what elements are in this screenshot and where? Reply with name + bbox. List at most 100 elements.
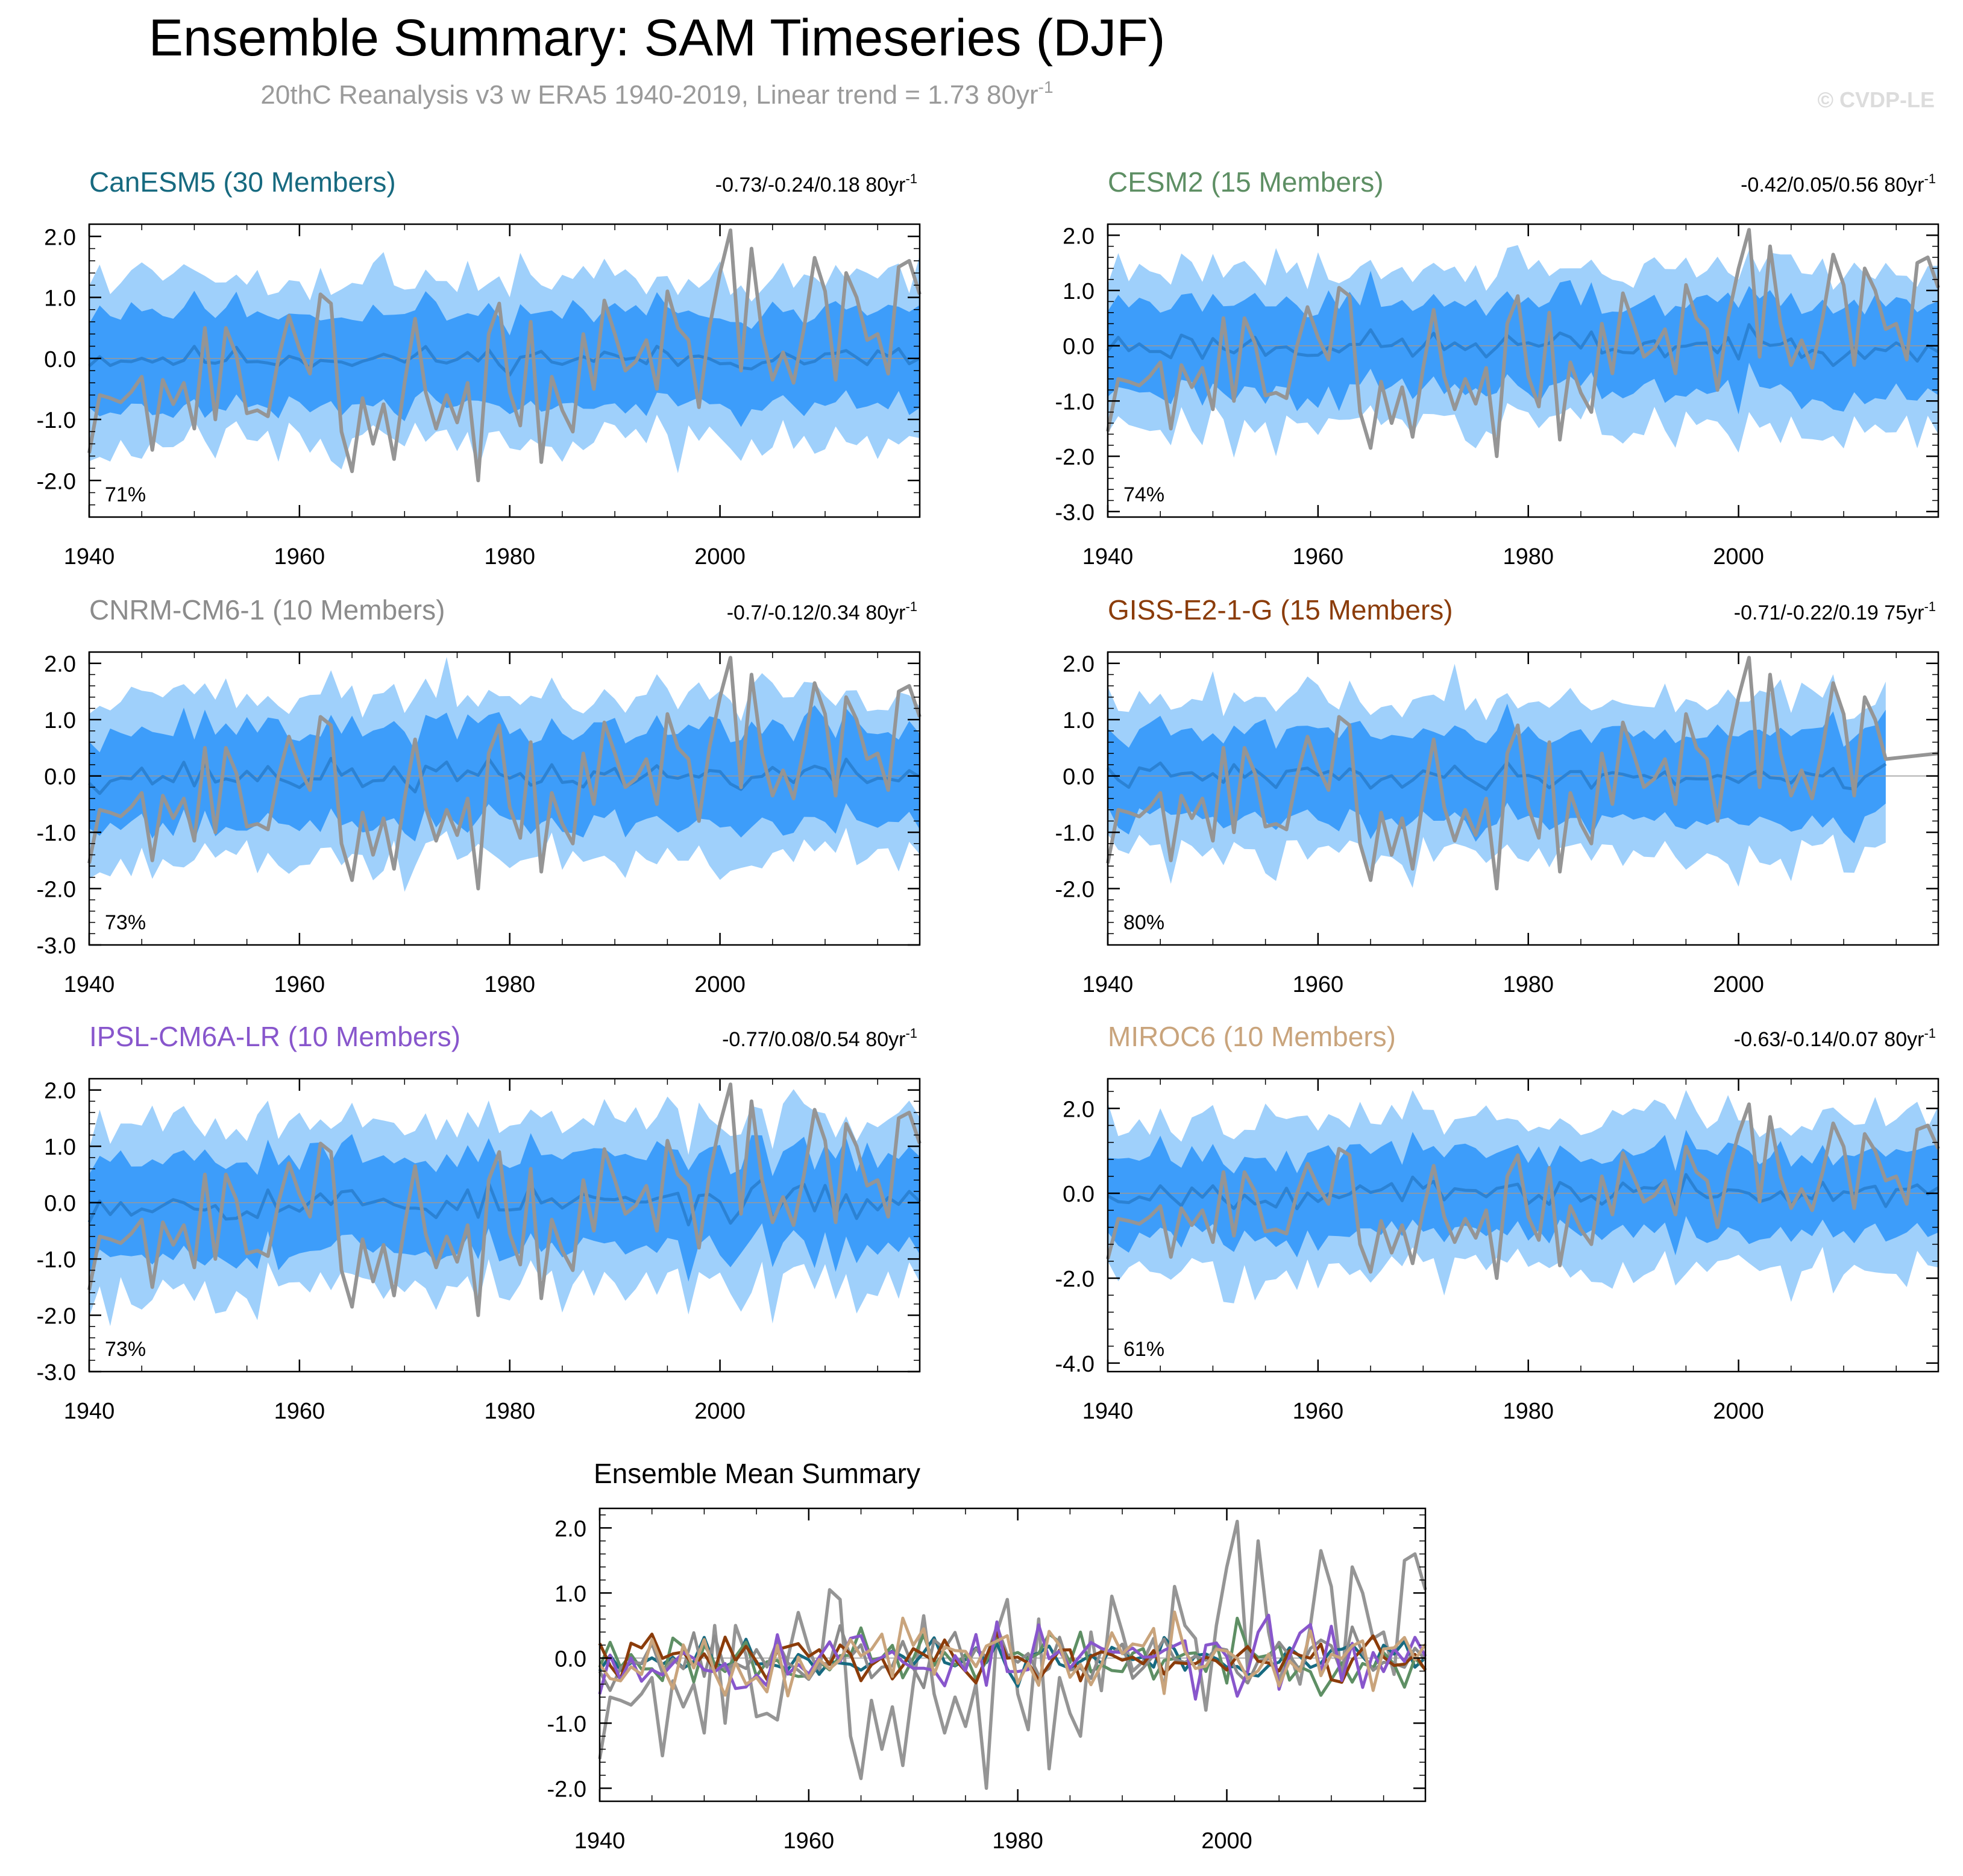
ensemble-mean-summary-ytick-label: 1.0 [554,1581,586,1607]
ipsl-panel-ytick-label: 0.0 [44,1191,76,1217]
cnrm-panel-ytick-label: 1.0 [44,708,76,733]
cesm2-panel-frame [1107,223,1939,518]
ipsl-panel-observed-line [87,1082,922,1317]
cesm2-panel-xtick-label: 1960 [1293,544,1344,569]
canesm5-panel-xtick-label: 1980 [484,544,535,569]
cesm2-panel-ytick-label: -1.0 [1055,389,1095,415]
ipsl-panel-trend-label: -0.77/0.08/0.54 80yr-1 [722,1026,917,1051]
canesm5-panel-xtick-label: 2000 [694,544,746,569]
giss-panel-percent-label: 80% [1123,911,1164,934]
canesm5-panel-ytick-label: -1.0 [37,408,76,433]
ipsl-panel-xtick-label: 1960 [274,1399,325,1424]
ipsl-panel-xtick-label: 1940 [64,1399,115,1424]
figure-title: Ensemble Summary: SAM Timeseries (DJF) [149,9,1166,67]
canesm5-panel-ytick-label: 2.0 [44,225,76,250]
giss-panel-ytick-label: 2.0 [1063,652,1095,677]
giss-panel-observed-line [1106,656,1939,891]
miroc6-panel-ytick-label: -2.0 [1055,1267,1095,1292]
cnrm-panel-ytick-label: 0.0 [44,765,76,790]
cnrm-panel-xtick-label: 1940 [64,972,115,997]
miroc6-panel-xtick-label: 2000 [1713,1399,1764,1424]
canesm5-panel-observed-line [87,228,922,483]
ipsl-panel-ytick-label: 2.0 [44,1079,76,1104]
ensemble-mean-summary-xtick-label: 1980 [992,1828,1043,1854]
ensemble-mean-summary-xtick-label: 1960 [784,1828,835,1854]
watermark-text: © CVDP-LE [1817,87,1935,112]
miroc6-panel-ytick-label: -4.0 [1055,1352,1095,1377]
panels-group: 2.0 1.0 0.0 -1.0 -2.0 1940 1960 1980 2000 CanESM5… [37,166,1940,1854]
ipsl-panel-ytick-label: -1.0 [37,1247,76,1273]
ipsl-panel: 2.0 1.0 0.0 -1.0 -2.0 -3.0 1940 1960 1980 2000 IPS… [37,1021,922,1424]
cesm2-panel-observed-line [1106,228,1940,459]
miroc6-panel-observed-line [1106,1102,1940,1280]
cnrm-panel-ytick-label: -1.0 [37,821,76,846]
giss-panel-xtick-label: 1940 [1082,972,1134,997]
ipsl-panel-ytick-label: -2.0 [37,1304,76,1329]
cnrm-panel: 2.0 1.0 0.0 -1.0 -2.0 -3.0 1940 1960 1980 2000 CNR… [37,594,922,997]
miroc6-panel-xtick-label: 1940 [1082,1399,1134,1424]
figure-subtitle: 20thC Reanalysis v3 w ERA5 1940-2019, Li… [260,78,1053,110]
miroc6-panel: 2.0 0.0 -2.0 -4.0 1940 1960 1980 2000 MIROC6 (10… [1055,1021,1940,1424]
ensemble-mean-series-line [598,1610,1427,1698]
miroc6-panel-percent-label: 61% [1123,1338,1164,1361]
cesm2-panel-trend-label: -0.42/0.05/0.56 80yr-1 [1741,171,1936,196]
cesm2-panel-ytick-label: -2.0 [1055,445,1095,470]
giss-panel-ytick-label: 1.0 [1063,708,1095,733]
cesm2-panel-ytick-label: -3.0 [1055,500,1095,525]
ensemble-mean-summary-xtick-label: 1940 [574,1828,626,1854]
cesm2-panel-xtick-label: 1940 [1082,544,1134,569]
cesm2-panel-ytick-label: 1.0 [1063,279,1095,304]
cnrm-panel-observed-line [87,656,922,891]
ensemble-mean-summary-ytick-label: -2.0 [547,1777,586,1802]
giss-panel-ytick-label: -1.0 [1055,821,1095,846]
canesm5-panel-ytick-label: -2.0 [37,469,76,494]
ensemble-mean-summary-title: Ensemble Mean Summary [594,1458,920,1489]
canesm5-panel-ytick-label: 1.0 [44,286,76,312]
cnrm-panel-xtick-label: 1960 [274,972,325,997]
miroc6-panel-frame [1107,1078,1939,1373]
cnrm-panel-xtick-label: 2000 [694,972,746,997]
cnrm-panel-xtick-label: 1980 [484,972,535,997]
miroc6-panel-xtick-label: 1960 [1293,1399,1344,1424]
ensemble-mean-summary-frame [598,1507,1427,1802]
ipsl-panel-ytick-label: -3.0 [37,1360,76,1385]
ensemble-mean-summary-panel: 2.0 1.0 0.0 -1.0 -2.0 1940 1960 1980 2000 Ensembl… [547,1458,1427,1854]
cesm2-panel-xtick-label: 1980 [1503,544,1554,569]
ensemble-mean-summary-xtick-label: 2000 [1201,1828,1252,1854]
giss-panel-trend-label: -0.71/-0.22/0.19 75yr-1 [1734,599,1936,624]
ipsl-panel-ytick-label: 1.0 [44,1135,76,1160]
ipsl-panel-percent-label: 73% [105,1338,146,1361]
cesm2-panel: 2.0 1.0 0.0 -1.0 -2.0 -3.0 1940 1960 1980 2000 CES… [1055,166,1940,569]
giss-panel-model-title: GISS-E2-1-G (15 Members) [1108,594,1453,626]
cesm2-panel-ytick-label: 2.0 [1063,224,1095,249]
cnrm-panel-ytick-label: -2.0 [37,877,76,903]
cesm2-panel-model-title: CESM2 (15 Members) [1108,166,1384,198]
miroc6-panel-xtick-label: 1980 [1503,1399,1554,1424]
canesm5-panel: 2.0 1.0 0.0 -1.0 -2.0 1940 1960 1980 2000 CanESM5… [37,166,922,569]
canesm5-panel-trend-label: -0.73/-0.24/0.18 80yr-1 [715,171,917,196]
ipsl-panel-xtick-label: 2000 [694,1399,746,1424]
giss-panel-xtick-label: 1960 [1293,972,1344,997]
giss-panel: 2.0 1.0 0.0 -1.0 -2.0 1940 1960 1980 2000 GISS-E2… [1055,594,1939,997]
canesm5-panel-percent-label: 71% [105,483,146,506]
ipsl-panel-xtick-label: 1980 [484,1399,535,1424]
giss-panel-ytick-label: -2.0 [1055,877,1095,903]
miroc6-panel-ytick-label: 0.0 [1063,1182,1095,1207]
cesm2-panel-xtick-label: 2000 [1713,544,1764,569]
cnrm-panel-model-title: CNRM-CM6-1 (10 Members) [89,594,445,626]
ensemble-mean-summary-ytick-label: 2.0 [554,1516,586,1542]
canesm5-panel-ytick-label: 0.0 [44,347,76,372]
ensemble-mean-summary-ytick-label: -1.0 [547,1711,586,1737]
giss-panel-ensemble-mean-line [1107,761,1887,791]
cesm2-panel-ytick-label: 0.0 [1063,334,1095,360]
cesm2-panel-percent-label: 74% [1123,483,1164,506]
giss-panel-ytick-label: 0.0 [1063,765,1095,790]
ipsl-panel-model-title: IPSL-CM6A-LR (10 Members) [89,1021,460,1052]
cnrm-panel-trend-label: -0.7/-0.12/0.34 80yr-1 [727,599,917,624]
canesm5-panel-xtick-label: 1940 [64,544,115,569]
miroc6-panel-trend-label: -0.63/-0.14/0.07 80yr-1 [1734,1026,1936,1051]
cnrm-panel-percent-label: 73% [105,911,146,934]
giss-panel-xtick-label: 1980 [1503,972,1554,997]
miroc6-panel-model-title: MIROC6 (10 Members) [1108,1021,1396,1052]
